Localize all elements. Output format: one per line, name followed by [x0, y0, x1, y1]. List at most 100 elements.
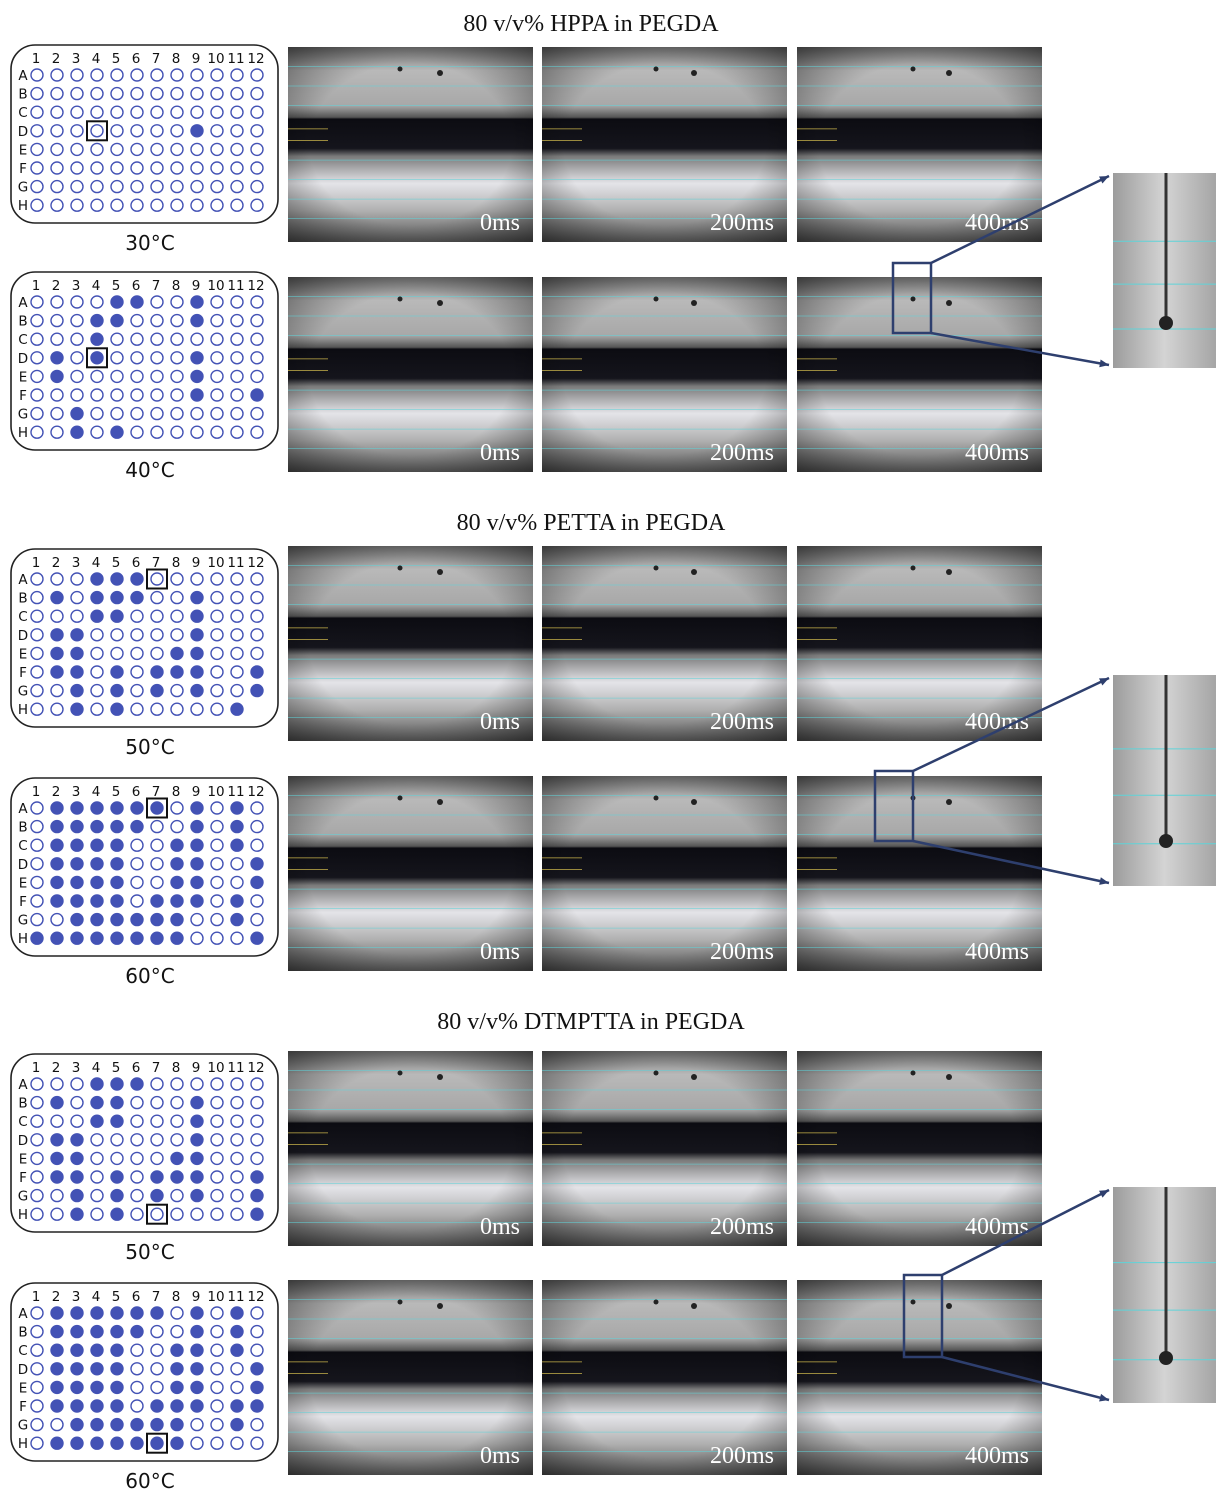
well: [131, 647, 143, 659]
well: [171, 703, 183, 715]
well: [131, 1078, 143, 1090]
well: [151, 858, 163, 870]
well: [91, 610, 103, 622]
well: [51, 426, 63, 438]
column-label: 6: [132, 1060, 141, 1076]
droplet: [691, 1074, 697, 1080]
droplet: [1159, 834, 1173, 848]
column-label: 7: [152, 1289, 161, 1305]
well: [211, 389, 223, 401]
well: [151, 1190, 163, 1202]
well: [111, 1326, 123, 1338]
row-label: G: [18, 1418, 28, 1434]
well: [91, 592, 103, 604]
well: [151, 315, 163, 327]
well: [31, 296, 43, 308]
well: [151, 1208, 163, 1220]
micrograph: 200ms: [542, 47, 787, 242]
row-label: G: [18, 180, 28, 196]
column-label: 7: [152, 278, 161, 294]
well: [131, 1400, 143, 1412]
well: [51, 592, 63, 604]
well: [131, 1419, 143, 1431]
well: [131, 802, 143, 814]
column-label: 10: [207, 784, 224, 800]
well: [71, 685, 83, 697]
well: [191, 685, 203, 697]
well: [131, 162, 143, 174]
well: [51, 106, 63, 118]
well: [171, 352, 183, 364]
well: [91, 181, 103, 193]
well: [171, 1363, 183, 1375]
well: [31, 839, 43, 851]
row-label: F: [19, 161, 27, 177]
well: [111, 408, 123, 420]
well: [31, 1381, 43, 1393]
column-label: 3: [72, 555, 81, 571]
well: [31, 802, 43, 814]
well: [31, 666, 43, 678]
column-label: 12: [247, 1060, 264, 1076]
well: [111, 703, 123, 715]
column-label: 2: [52, 1289, 61, 1305]
micrograph: 0ms: [288, 277, 533, 472]
well: [151, 1437, 163, 1449]
well: [211, 1078, 223, 1090]
well: [191, 315, 203, 327]
figure: 80 v/v% HPPA in PEGDA123456789101112ABCD…: [0, 0, 1216, 1491]
well: [251, 426, 263, 438]
well: [31, 389, 43, 401]
well: [71, 839, 83, 851]
column-label: 2: [52, 784, 61, 800]
well: [51, 610, 63, 622]
column-label: 8: [172, 51, 181, 67]
well: [171, 426, 183, 438]
well: [51, 858, 63, 870]
micrograph: 400ms: [797, 546, 1042, 741]
well: [231, 647, 243, 659]
well: [111, 1115, 123, 1127]
well: [91, 199, 103, 211]
well: [191, 647, 203, 659]
column-label: 2: [52, 555, 61, 571]
droplet: [437, 300, 443, 306]
well: [31, 143, 43, 155]
well: [151, 703, 163, 715]
well: [251, 199, 263, 211]
column-label: 4: [92, 555, 101, 571]
well: [231, 389, 243, 401]
well: [131, 876, 143, 888]
well: [191, 666, 203, 678]
well: [51, 1363, 63, 1375]
well: [231, 296, 243, 308]
well: [171, 1307, 183, 1319]
well: [191, 1078, 203, 1090]
well: [31, 629, 43, 641]
well: [111, 1097, 123, 1109]
well: [151, 1344, 163, 1356]
well: [131, 573, 143, 585]
well: [171, 610, 183, 622]
row-label: H: [18, 702, 28, 718]
well: [151, 666, 163, 678]
column-label: 6: [132, 51, 141, 67]
well: [31, 181, 43, 193]
well: [111, 296, 123, 308]
well: [131, 932, 143, 944]
well: [131, 821, 143, 833]
well: [191, 914, 203, 926]
column-label: 5: [112, 51, 121, 67]
well: [211, 143, 223, 155]
well: [51, 1134, 63, 1146]
column-label: 5: [112, 278, 121, 294]
well: [131, 143, 143, 155]
row-label: A: [18, 1306, 28, 1322]
well: [171, 199, 183, 211]
column-label: 3: [72, 1060, 81, 1076]
time-label: 0ms: [480, 1443, 520, 1469]
well: [111, 1363, 123, 1375]
well: [131, 125, 143, 137]
well: [151, 876, 163, 888]
